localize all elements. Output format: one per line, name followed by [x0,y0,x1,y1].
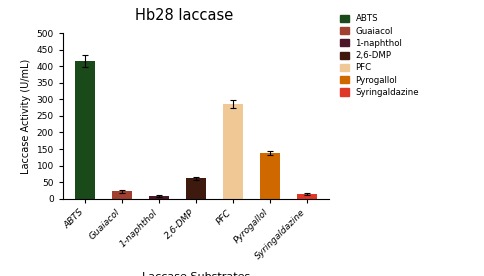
X-axis label: Laccase Substrates: Laccase Substrates [142,272,250,276]
Bar [223,104,243,199]
Bar [186,178,206,199]
Legend: ABTS, Guaiacol, 1-naphthol, 2,6-DMP, PFC, Pyrogallol, Syringaldazine: ABTS, Guaiacol, 1-naphthol, 2,6-DMP, PFC… [338,13,421,99]
Bar [75,61,95,199]
Bar [112,192,132,199]
Bar [149,196,169,199]
Y-axis label: Laccase Activity (U/mL): Laccase Activity (U/mL) [21,58,31,174]
Text: Hb28 laccase: Hb28 laccase [135,8,233,23]
Bar [260,153,280,199]
Bar [297,194,317,199]
